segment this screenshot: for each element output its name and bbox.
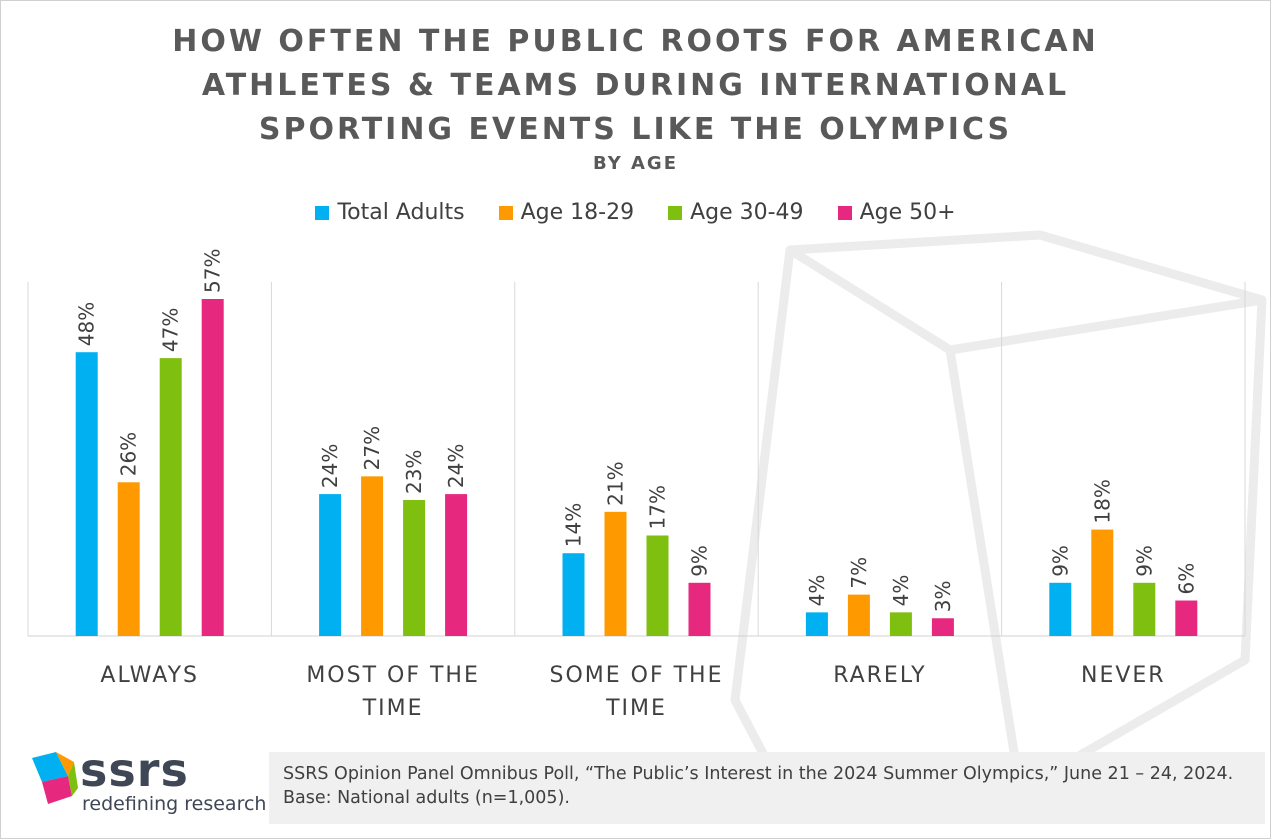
value-label-most-of-the-time-total-adults: 24% (318, 444, 342, 488)
bar-some-of-the-time-age-30-49 (646, 535, 669, 636)
value-label-never-total-adults: 9% (1048, 545, 1072, 577)
value-label-always-age-30-49: 47% (159, 308, 183, 352)
bar-rarely-age-50-plus (931, 618, 954, 636)
category-label-never: NEVER (1081, 663, 1166, 688)
bar-some-of-the-time-age-50-plus (688, 582, 711, 636)
source-line-2: Base: National adults (n=1,005). (283, 788, 570, 808)
value-label-always-age-50-plus: 57% (201, 249, 225, 293)
legend-label-total-adults: Total Adults (337, 200, 465, 225)
logo-wordmark: ssrs (80, 743, 189, 797)
bar-most-of-the-time-age-30-49 (403, 500, 426, 636)
bar-rarely-total-adults (805, 612, 828, 636)
legend-swatch-age-18-29 (498, 205, 513, 220)
bar-never-age-18-29 (1091, 529, 1114, 636)
value-label-rarely-age-30-49: 4% (889, 575, 913, 607)
bar-most-of-the-time-total-adults (319, 494, 342, 636)
value-label-some-of-the-time-age-18-29: 21% (604, 461, 628, 505)
legend-label-age-50-plus: Age 50+ (859, 200, 956, 225)
value-label-never-age-18-29: 18% (1090, 479, 1114, 523)
title-line-1: HOW OFTEN THE PUBLIC ROOTS FOR AMERICAN (172, 24, 1099, 59)
legend-swatch-total-adults (315, 205, 330, 220)
legend-label-age-30-49: Age 30-49 (690, 200, 804, 225)
value-label-most-of-the-time-age-50-plus: 24% (444, 444, 468, 488)
bar-always-age-18-29 (117, 482, 140, 636)
value-label-always-age-18-29: 26% (117, 432, 141, 476)
ssrs-logo-mark (32, 752, 78, 804)
legend-item-age-30-49: Age 30-49 (668, 200, 804, 225)
bar-never-total-adults (1049, 582, 1072, 636)
value-label-some-of-the-time-total-adults: 14% (562, 503, 586, 547)
bar-some-of-the-time-age-18-29 (604, 511, 627, 636)
category-label-always: ALWAYS (100, 663, 199, 688)
bar-always-total-adults (75, 352, 98, 636)
bar-some-of-the-time-total-adults (562, 553, 585, 636)
legend-item-total-adults: Total Adults (315, 200, 465, 225)
category-label-some-of-the-time: TIME (605, 696, 667, 721)
source-line-1: SSRS Opinion Panel Omnibus Poll, “The Pu… (283, 764, 1234, 784)
title-line-2: ATHLETES & TEAMS DURING INTERNATIONAL (201, 68, 1070, 103)
source-note: SSRS Opinion Panel Omnibus Poll, “The Pu… (269, 752, 1265, 824)
value-label-never-age-30-49: 9% (1132, 545, 1156, 577)
chart-subtitle: BY AGE (592, 153, 679, 174)
legend-swatch-age-50-plus (837, 205, 852, 220)
bar-most-of-the-time-age-18-29 (361, 476, 384, 636)
bar-always-age-50-plus (201, 299, 224, 636)
legend-swatch-age-30-49 (668, 205, 683, 220)
value-label-rarely-total-adults: 4% (805, 575, 829, 607)
category-label-most-of-the-time: TIME (362, 696, 424, 721)
title-line-3: SPORTING EVENTS LIKE THE OLYMPICS (258, 112, 1013, 147)
bar-never-age-30-49 (1133, 582, 1156, 636)
value-label-rarely-age-50-plus: 3% (931, 581, 955, 613)
category-label-some-of-the-time: SOME OF THE (549, 663, 723, 688)
logo-tagline: redefining research (82, 793, 267, 815)
value-label-rarely-age-18-29: 7% (847, 557, 871, 589)
legend-item-age-50-plus: Age 50+ (837, 200, 956, 225)
category-label-rarely: RARELY (833, 663, 926, 688)
category-label-most-of-the-time: MOST OF THE (306, 663, 480, 688)
value-label-most-of-the-time-age-30-49: 23% (402, 450, 426, 494)
value-label-never-age-50-plus: 6% (1174, 563, 1198, 595)
value-label-some-of-the-time-age-30-49: 17% (646, 485, 670, 529)
value-label-most-of-the-time-age-18-29: 27% (360, 426, 384, 470)
bar-rarely-age-18-29 (847, 594, 870, 636)
chart-title: HOW OFTEN THE PUBLIC ROOTS FOR AMERICAN … (0, 20, 1271, 152)
legend: Total Adults Age 18-29 Age 30-49 Age 50+ (0, 200, 1271, 225)
value-label-always-total-adults: 48% (75, 302, 99, 346)
bar-always-age-30-49 (159, 358, 182, 636)
value-label-some-of-the-time-age-50-plus: 9% (688, 545, 712, 577)
bar-most-of-the-time-age-50-plus (445, 494, 468, 636)
legend-item-age-18-29: Age 18-29 (498, 200, 635, 225)
legend-label-age-18-29: Age 18-29 (520, 200, 635, 225)
bar-never-age-50-plus (1175, 600, 1198, 636)
bar-rarely-age-30-49 (889, 612, 912, 636)
